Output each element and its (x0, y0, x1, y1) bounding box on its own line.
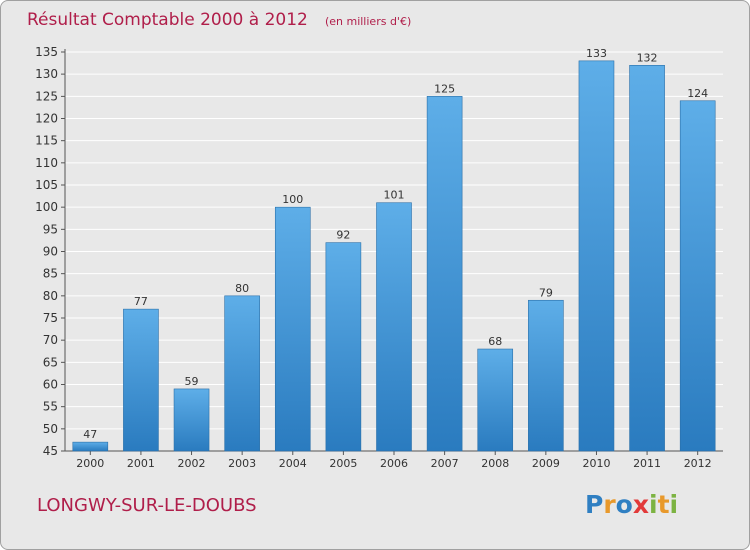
x-tick-label: 2006 (380, 457, 408, 470)
y-tick-label: 45 (43, 444, 58, 458)
bar (274, 206, 311, 452)
chart-title-unit: (en milliers d'€) (325, 15, 411, 28)
bar (72, 441, 109, 452)
y-tick-label: 60 (43, 378, 58, 392)
bar (629, 65, 665, 452)
y-tick-label: 135 (35, 45, 58, 59)
bar-value-label: 79 (539, 286, 553, 299)
value-labels: 47 77 59 80 100 92 101 125 68 79 133 132 124 (83, 47, 708, 441)
y-axis-ticks: 45 50 55 60 65 70 75 80 85 90 95 100 105 110 115 120 125… (35, 45, 58, 458)
y-tick-label: 80 (43, 289, 58, 303)
x-tick-label: 2003 (228, 457, 256, 470)
y-tick-label: 105 (35, 178, 58, 192)
bars (72, 60, 716, 452)
bar (528, 299, 564, 452)
bar-value-label: 92 (336, 229, 350, 242)
bar-value-label: 124 (687, 87, 708, 100)
bar-value-label: 80 (235, 282, 249, 295)
bar-value-label: 125 (434, 82, 455, 95)
x-axis-ticks: 2000 2001 2002 2003 2004 2005 2006 2007 2008 2009… (76, 457, 711, 470)
y-tick-label: 115 (35, 134, 58, 148)
y-tick-label: 120 (35, 112, 58, 126)
logo-letter: i (669, 490, 679, 519)
bar-value-label: 133 (586, 47, 607, 60)
bar (123, 308, 159, 452)
x-tick-label: 2007 (431, 457, 459, 470)
y-tick-label: 55 (43, 400, 58, 414)
x-tick-label: 2000 (76, 457, 104, 470)
bar (477, 348, 514, 452)
bar (376, 202, 412, 452)
y-tick-label: 75 (43, 311, 58, 325)
bar-value-label: 68 (488, 335, 502, 348)
bar (173, 388, 210, 452)
bar-value-label: 101 (384, 189, 405, 202)
commune-name: LONGWY-SUR-LE-DOUBS (37, 495, 257, 516)
y-tick-label: 130 (35, 67, 58, 81)
x-tick-label: 2004 (279, 457, 307, 470)
bar-value-label: 100 (282, 193, 303, 206)
x-tick-label: 2010 (582, 457, 610, 470)
y-tick-label: 65 (43, 355, 58, 369)
chart-title-main: Résultat Comptable 2000 à 2012 (27, 10, 308, 30)
bar (578, 60, 615, 452)
logo-letter: t (657, 490, 670, 519)
logo-letter: P (585, 490, 604, 519)
proxiti-logo[interactable]: Proxiti (585, 490, 678, 519)
logo-letter: r (603, 490, 616, 519)
bar (325, 242, 362, 452)
x-tick-label: 2009 (532, 457, 560, 470)
x-tick-label: 2001 (127, 457, 155, 470)
logo-letter: i (649, 490, 658, 519)
bar (426, 96, 463, 452)
y-tick-label: 50 (43, 422, 58, 436)
bar (224, 295, 260, 452)
y-tick-label: 85 (43, 267, 58, 281)
y-tick-label: 95 (43, 222, 58, 236)
y-tick-label: 110 (35, 156, 58, 170)
logo-letter: x (632, 490, 649, 519)
x-tick-label: 2008 (481, 457, 509, 470)
bar (679, 100, 716, 452)
y-tick-label: 90 (43, 245, 58, 259)
x-tick-label: 2002 (178, 457, 206, 470)
y-tick-label: 70 (43, 333, 58, 347)
chart-title: Résultat Comptable 2000 à 2012 (en milli… (27, 10, 411, 30)
x-tick-label: 2012 (684, 457, 712, 470)
bar-value-label: 47 (83, 428, 97, 441)
bar-value-label: 77 (134, 295, 148, 308)
x-tick-label: 2005 (329, 457, 357, 470)
y-tick-label: 125 (35, 89, 58, 103)
bar-value-label: 59 (185, 375, 199, 388)
logo-letter: o (615, 490, 633, 519)
bar-value-label: 132 (637, 51, 658, 64)
x-tick-label: 2011 (633, 457, 661, 470)
y-tick-label: 100 (35, 200, 58, 214)
